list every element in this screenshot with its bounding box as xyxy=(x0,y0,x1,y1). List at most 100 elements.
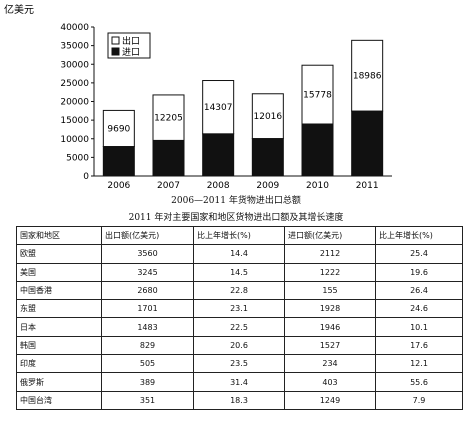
legend-swatch xyxy=(111,36,120,45)
bar-data-label: 18986 xyxy=(353,72,382,82)
table-value-cell: 403 xyxy=(284,372,376,392)
y-tick-label: 5000 xyxy=(66,153,89,163)
bar-data-label: 9690 xyxy=(107,124,130,134)
table-value-cell: 25.4 xyxy=(375,244,463,264)
legend-label: 进口 xyxy=(122,47,140,58)
table-value-cell: 2112 xyxy=(284,244,376,264)
table-row: 日本 1483 22.5 1946 10.1 xyxy=(16,317,463,337)
x-tick-label: 2009 xyxy=(256,181,279,191)
bar-data-label: 12016 xyxy=(254,112,283,122)
table-value-cell: 351 xyxy=(101,390,194,410)
table-header-cell: 进口额(亿美元) xyxy=(284,225,376,246)
table-value-cell: 55.6 xyxy=(375,372,463,392)
bar-export xyxy=(152,94,185,141)
bar-export xyxy=(202,80,235,135)
stacked-bar-chart: 亿美元 0 5000 10000 15000 20000 25000 30000 35000 4… xyxy=(4,3,392,191)
table-region-cell: 东盟 xyxy=(16,299,102,319)
table-value-cell: 234 xyxy=(284,354,376,374)
y-tick-label: 0 xyxy=(83,172,89,182)
table-row: 东盟 1701 23.1 1928 24.6 xyxy=(16,299,463,319)
bar-import xyxy=(301,123,334,177)
table-value-cell: 1701 xyxy=(101,299,194,319)
table-region-cell: 欧盟 xyxy=(16,244,102,264)
y-tick-label: 35000 xyxy=(60,42,89,52)
trade-table: 国家和地区 出口额(亿美元) 比上年增长(%) 进口额(亿美元) 比上年增长(%) 欧盟… xyxy=(16,225,463,410)
table-value-cell: 1946 xyxy=(284,317,376,337)
table-header-cell: 比上年增长(%) xyxy=(375,225,463,246)
table-value-cell: 505 xyxy=(101,354,194,374)
y-tick-label: 15000 xyxy=(60,116,89,126)
table-caption: 2011 年对主要国家和地区货物进出口额及其增长速度 xyxy=(128,213,344,223)
table-value-cell: 1249 xyxy=(284,390,376,410)
table-row: 欧盟 3560 14.4 2112 25.4 xyxy=(16,244,463,264)
table-value-cell: 20.6 xyxy=(193,335,285,356)
x-tick-label: 2011 xyxy=(356,181,379,191)
table-header-row: 国家和地区 出口额(亿美元) 比上年增长(%) 进口额(亿美元) 比上年增长(%) xyxy=(16,225,463,246)
bar-import xyxy=(102,146,135,177)
bar-data-label: 14307 xyxy=(204,103,233,113)
bar-export xyxy=(301,64,334,125)
table-value-cell: 31.4 xyxy=(193,372,285,392)
table-value-cell: 14.5 xyxy=(193,262,285,282)
table-value-cell: 829 xyxy=(101,335,194,356)
bar-export xyxy=(351,39,384,112)
bar-export xyxy=(102,109,135,148)
table-header-cell: 比上年增长(%) xyxy=(193,225,285,246)
table-region-cell: 印度 xyxy=(16,354,102,374)
y-axis-unit-label: 亿美元 xyxy=(4,3,34,16)
y-tick-label: 40000 xyxy=(60,23,89,33)
table-value-cell: 14.4 xyxy=(193,244,285,264)
table-value-cell: 1222 xyxy=(284,262,376,282)
table-row: 美国 3245 14.5 1222 19.6 xyxy=(16,262,463,282)
table-value-cell: 1483 xyxy=(101,317,194,337)
x-tick-label: 2007 xyxy=(157,181,180,191)
table-value-cell: 155 xyxy=(284,280,376,301)
bar-import xyxy=(351,110,384,177)
x-tick-label: 2010 xyxy=(306,181,329,191)
table-value-cell: 19.6 xyxy=(375,262,463,282)
table-region-cell: 中国台湾 xyxy=(16,390,102,410)
bar-data-label: 15778 xyxy=(303,91,332,101)
bar-data-label: 12205 xyxy=(154,114,183,124)
x-tick-label: 2008 xyxy=(207,181,230,191)
y-tick-label: 10000 xyxy=(60,135,89,145)
bar-import xyxy=(251,138,284,177)
table-row: 中国香港 2680 22.8 155 26.4 xyxy=(16,280,463,301)
table-region-cell: 美国 xyxy=(16,262,102,282)
y-tick-label: 30000 xyxy=(60,60,89,70)
table-region-cell: 韩国 xyxy=(16,335,102,356)
legend-label: 出口 xyxy=(122,35,140,47)
table-region-cell: 中国香港 xyxy=(16,280,102,301)
legend-swatch xyxy=(111,47,120,56)
table-row: 韩国 829 20.6 1527 17.6 xyxy=(16,335,463,356)
bar-import xyxy=(202,133,235,177)
table-value-cell: 3560 xyxy=(101,244,194,264)
table-value-cell: 1928 xyxy=(284,299,376,319)
table-value-cell: 23.5 xyxy=(193,354,285,374)
table-header-cell: 出口额(亿美元) xyxy=(101,225,194,246)
table-value-cell: 22.5 xyxy=(193,317,285,337)
table-row: 中国台湾 351 18.3 1249 7.9 xyxy=(16,390,463,410)
table-value-cell: 18.3 xyxy=(193,390,285,410)
table-value-cell: 12.1 xyxy=(375,354,463,374)
y-tick-label: 25000 xyxy=(60,79,89,89)
bar-export xyxy=(251,93,284,140)
table-value-cell: 2680 xyxy=(101,280,194,301)
table-value-cell: 24.6 xyxy=(375,299,463,319)
table-value-cell: 10.1 xyxy=(375,317,463,337)
y-tick-label: 20000 xyxy=(60,98,89,108)
table-region-cell: 俄罗斯 xyxy=(16,372,102,392)
table-value-cell: 23.1 xyxy=(193,299,285,319)
table-value-cell: 389 xyxy=(101,372,194,392)
table-value-cell: 22.8 xyxy=(193,280,285,301)
table-region-cell: 日本 xyxy=(16,317,102,337)
table-value-cell: 3245 xyxy=(101,262,194,282)
table-row: 俄罗斯 389 31.4 403 55.6 xyxy=(16,372,463,392)
x-tick-label: 2006 xyxy=(107,181,130,191)
table-value-cell: 26.4 xyxy=(375,280,463,301)
bar-import xyxy=(152,139,185,177)
chart-caption: 2006—2011 年货物进出口总额 xyxy=(171,196,301,206)
table-header-cell: 国家和地区 xyxy=(16,225,102,246)
table-value-cell: 1527 xyxy=(284,335,376,356)
